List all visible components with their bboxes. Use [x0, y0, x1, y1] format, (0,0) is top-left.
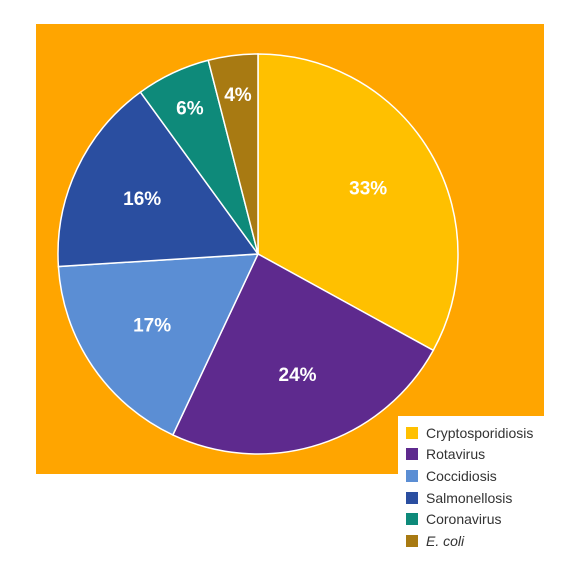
pie-slice-0 [257, 53, 459, 352]
pie-slice-2 [57, 253, 260, 436]
legend-swatch-2 [406, 469, 418, 482]
legend-item-2: Coccidiosis [406, 465, 563, 487]
pie-labels: 33% 24% 17% 16% 6% 4% [123, 85, 387, 386]
pie-slice-3 [57, 91, 260, 268]
legend-item-1: Rotavirus [406, 444, 563, 466]
slice-percent-label-4: 6% [176, 99, 204, 120]
legend-label-2: Coccidiosis [426, 467, 497, 484]
legend-item-0: Cryptosporidiosis [406, 422, 563, 444]
legend: Cryptosporidiosis Rotavirus Coccidiosis Sal… [398, 416, 563, 550]
legend-item-4: Coronavirus [406, 508, 563, 530]
slice-percent-label-0: 33% [349, 178, 387, 199]
legend-item-5: E. coli [406, 530, 563, 552]
legend-swatch-0 [406, 426, 418, 439]
legend-label-4: Coronavirus [426, 511, 502, 528]
slice-percent-label-3: 16% [123, 189, 161, 210]
legend-swatch-3 [406, 491, 418, 504]
slice-percent-label-1: 24% [279, 365, 317, 386]
slice-percent-label-2: 17% [133, 315, 171, 336]
pie-slice-5 [207, 53, 259, 255]
legend-label-0: Cryptosporidiosis [426, 424, 534, 441]
legend-label-5: E. coli [426, 532, 465, 549]
legend-label-1: Rotavirus [426, 446, 486, 463]
pie-slices [57, 53, 459, 455]
legend-swatch-5 [406, 534, 418, 547]
legend-swatch-1 [406, 448, 418, 461]
slice-percent-label-5: 4% [224, 85, 252, 106]
legend-item-3: Salmonellosis [406, 487, 563, 509]
legend-swatch-4 [406, 513, 418, 526]
legend-label-3: Salmonellosis [426, 489, 513, 506]
pie-slice-1 [171, 252, 435, 455]
